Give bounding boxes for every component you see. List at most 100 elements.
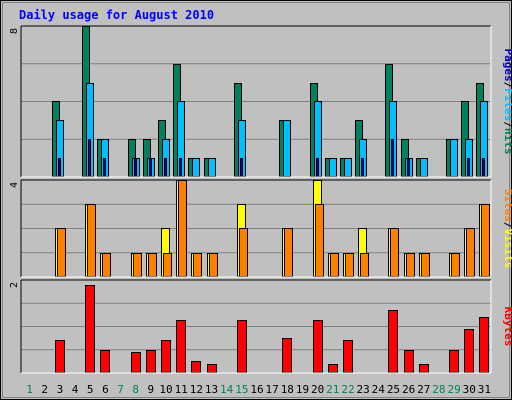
x-tick-label-day-15: 15	[235, 383, 248, 396]
bar-kbytes-day-15	[237, 320, 247, 373]
x-axis: 1 2 3 4 5 6 7 8 9 10 11 12 13 14 15 16 17 18 19 20 21 22 23 24 2…	[26, 383, 491, 396]
bar-pages-day-8	[134, 158, 137, 177]
bar-sites-day-12	[193, 253, 202, 277]
bar-files-day-27	[420, 158, 428, 177]
bar-sites-day-25	[390, 228, 399, 277]
bar-sites-day-21	[330, 253, 339, 277]
x-tick-label-day-18: 18	[281, 383, 294, 396]
bar-kbytes-day-5	[85, 285, 95, 373]
bar-pages-day-15	[240, 158, 243, 177]
bar-pages-day-5	[88, 139, 91, 177]
x-tick-label-day-2: 2	[41, 383, 48, 396]
axis-label-kbytes: KBytes	[502, 307, 512, 347]
bar-sites-day-3	[57, 228, 66, 277]
bar-pages-day-20	[316, 158, 319, 177]
x-tick-label-day-11: 11	[175, 383, 188, 396]
y-max-label: 2	[9, 282, 20, 288]
bar-sites-day-13	[209, 253, 218, 277]
axis-label-separator: /	[502, 82, 512, 89]
bar-kbytes-day-6	[100, 350, 110, 373]
x-tick-label-day-20: 20	[311, 383, 324, 396]
bar-pages-day-30	[467, 158, 470, 177]
bar-sites-day-6	[102, 253, 111, 277]
bar-kbytes-day-31	[479, 317, 489, 373]
axis-label-files: Files	[502, 88, 512, 121]
x-tick-label-day-30: 30	[463, 383, 476, 396]
bar-kbytes-day-9	[146, 350, 156, 373]
bar-kbytes-day-21	[328, 364, 338, 373]
bar-kbytes-day-18	[282, 338, 292, 373]
axis-label-separator: /	[502, 222, 512, 229]
x-tick-label-day-29: 29	[447, 383, 460, 396]
bar-sites-day-30	[466, 228, 475, 277]
x-tick-label-day-26: 26	[402, 383, 415, 396]
x-tick-label-day-12: 12	[190, 383, 203, 396]
x-tick-label-day-19: 19	[296, 383, 309, 396]
axis-label-pages: Pages	[502, 49, 512, 82]
bar-files-day-22	[344, 158, 352, 177]
bar-sites-day-9	[148, 253, 157, 277]
x-tick-label-day-28: 28	[432, 383, 445, 396]
bar-pages-day-10	[164, 158, 167, 177]
bar-sites-day-18	[284, 228, 293, 277]
bar-pages-day-25	[391, 139, 394, 177]
x-tick-label-day-5: 5	[87, 383, 94, 396]
bar-kbytes-day-12	[191, 361, 201, 373]
bar-files-day-13	[208, 158, 216, 177]
bar-kbytes-day-26	[404, 350, 414, 373]
bar-kbytes-day-29	[449, 350, 459, 373]
panel-pages-files-hits: 8 Pages/Files/Hits	[9, 25, 512, 178]
x-tick-label-day-10: 10	[159, 383, 172, 396]
x-tick-label-day-27: 27	[417, 383, 430, 396]
axis-label-visits: Visits	[502, 229, 512, 269]
bar-kbytes-day-3	[55, 340, 65, 373]
x-tick-label-day-23: 23	[357, 383, 370, 396]
bar-pages-day-3	[58, 158, 61, 177]
bar-sites-day-15	[239, 228, 248, 277]
bar-sites-day-31	[481, 204, 490, 277]
x-tick-label-day-13: 13	[205, 383, 218, 396]
x-tick-label-day-8: 8	[132, 383, 139, 396]
bar-sites-day-5	[87, 204, 96, 277]
bar-kbytes-day-20	[313, 320, 323, 373]
bar-sites-day-10	[163, 253, 172, 277]
bar-kbytes-day-27	[419, 364, 429, 373]
x-tick-label-day-24: 24	[372, 383, 386, 396]
bar-kbytes-day-30	[464, 329, 474, 373]
x-tick-label-day-6: 6	[102, 383, 109, 396]
bar-sites-day-29	[451, 253, 460, 277]
x-tick-label-day-21: 21	[326, 383, 339, 396]
bar-pages-day-11	[179, 158, 182, 177]
bar-kbytes-day-22	[343, 340, 353, 373]
axis-label-kbytes: KBytes	[502, 307, 512, 347]
bar-sites-day-27	[421, 253, 430, 277]
panel-sites-visits: 4 Sites/Visits	[9, 179, 512, 278]
bar-sites-day-26	[406, 253, 415, 277]
bar-files-day-21	[329, 158, 337, 177]
bar-pages-day-26	[407, 158, 410, 177]
bar-pages-day-31	[482, 158, 485, 177]
x-tick-label-day-16: 16	[250, 383, 263, 396]
bar-pages-day-9	[149, 158, 152, 177]
x-tick-label-day-31: 31	[478, 383, 491, 396]
axis-label-sites-visits: Sites/Visits	[502, 189, 512, 269]
bar-sites-day-22	[345, 253, 354, 277]
bar-sites-day-23	[360, 253, 369, 277]
x-tick-label-day-22: 22	[341, 383, 354, 396]
chart-title: Daily usage for August 2010	[19, 8, 214, 22]
bar-kbytes-day-25	[388, 310, 398, 373]
bar-files-day-12	[192, 158, 200, 177]
bar-kbytes-day-11	[176, 320, 186, 373]
axis-label-pages-files-hits: Pages/Files/Hits	[502, 49, 512, 155]
bar-sites-day-20	[315, 204, 324, 277]
axis-label-separator: /	[502, 121, 512, 128]
bar-sites-day-11	[178, 180, 187, 277]
y-max-label: 8	[9, 28, 20, 34]
x-tick-label-day-7: 7	[117, 383, 124, 396]
bar-kbytes-day-10	[161, 340, 171, 373]
y-max-label: 4	[9, 182, 20, 188]
axis-label-sites: Sites	[502, 189, 512, 222]
